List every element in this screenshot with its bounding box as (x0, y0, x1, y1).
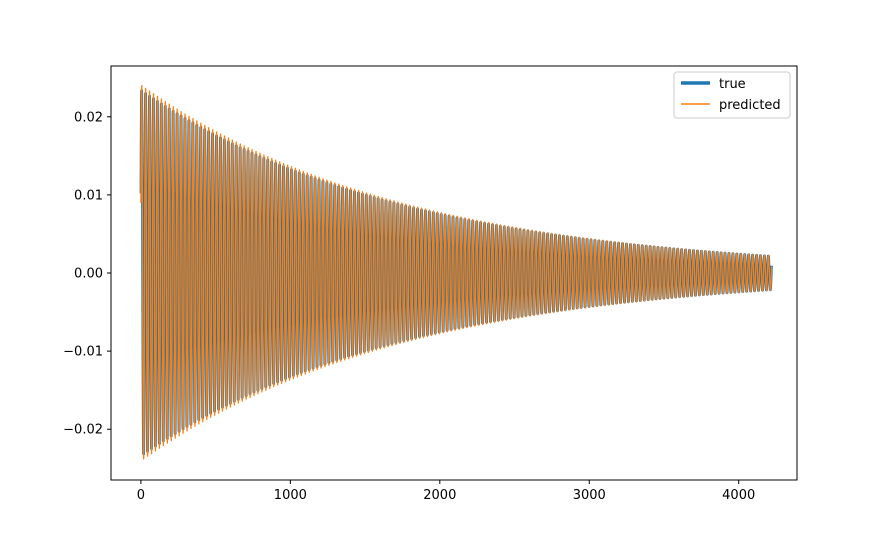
legend: true predicted (673, 71, 791, 119)
y-tick-label-4: 0.02 (74, 110, 103, 125)
x-axis: 0 1000 2000 3000 4000 (137, 480, 755, 503)
y-tick-label-1: −0.01 (63, 345, 103, 360)
x-tick-label-3: 3000 (573, 488, 606, 503)
y-axis: −0.02 −0.01 0.00 0.01 0.02 (63, 110, 111, 438)
x-tick-label-4: 4000 (722, 488, 755, 503)
y-tick-label-2: 0.00 (74, 267, 103, 282)
y-tick-label-0: −0.02 (63, 423, 103, 438)
legend-label-true: true (719, 77, 746, 92)
legend-label-predicted: predicted (719, 98, 781, 113)
x-tick-label-0: 0 (137, 488, 145, 503)
x-tick-label-1: 1000 (274, 488, 307, 503)
y-tick-label-3: 0.01 (74, 188, 103, 203)
series-layer (139, 84, 773, 460)
series-line-predicted (140, 84, 773, 460)
x-tick-label-2: 2000 (423, 488, 456, 503)
